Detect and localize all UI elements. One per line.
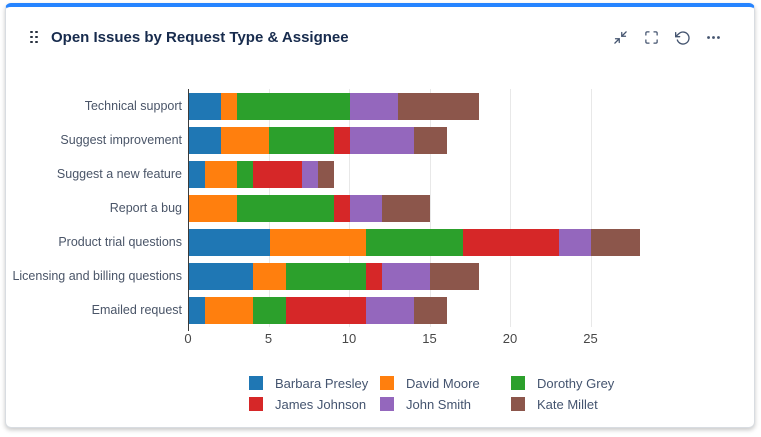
bar-segment-john-smith[interactable] (382, 262, 431, 290)
legend-label: James Johnson (275, 396, 367, 412)
legend-label: David Moore (406, 375, 480, 391)
bar-row (189, 262, 479, 290)
bar-segment-dorothy-grey[interactable] (237, 194, 334, 222)
bar-segment-dorothy-grey[interactable] (253, 296, 286, 324)
bar-segment-kate-millet[interactable] (414, 296, 447, 324)
legend-label: Barbara Presley (275, 375, 369, 391)
x-tick-label: 5 (264, 331, 273, 346)
bar-segment-james-johnson[interactable] (366, 262, 383, 290)
legend-swatch (380, 376, 394, 390)
category-label: Technical support (84, 99, 182, 113)
dashboard-gadget: Open Issues by Request Type & Assignee (5, 3, 755, 428)
bar-row (189, 194, 431, 222)
bar-segment-kate-millet[interactable] (591, 228, 640, 256)
x-tick-label: 20 (502, 331, 518, 346)
legend-item[interactable]: John Smith (380, 394, 511, 414)
bar-segment-david-moore[interactable] (253, 262, 286, 290)
legend-swatch (511, 397, 525, 411)
bar-row (189, 296, 447, 324)
bar-row (189, 228, 640, 256)
legend: Barbara Presley David Moore Dorothy Grey Ja… (249, 373, 614, 414)
more-options-icon (707, 36, 720, 39)
legend-swatch (380, 397, 394, 411)
legend-item[interactable]: James Johnson (249, 394, 380, 414)
bar-segment-john-smith[interactable] (366, 296, 415, 324)
bar-segment-james-johnson[interactable] (253, 160, 302, 188)
bar-segment-john-smith[interactable] (349, 126, 415, 154)
bar-segment-john-smith[interactable] (559, 228, 592, 256)
bar-segment-john-smith[interactable] (301, 160, 318, 188)
bar-segment-david-moore[interactable] (221, 126, 270, 154)
bar-segment-dorothy-grey[interactable] (237, 92, 350, 120)
x-tick-label: 25 (583, 331, 598, 346)
bar-row (189, 126, 447, 154)
bar-row (189, 160, 334, 188)
bar-segment-barbara-presley[interactable] (189, 126, 222, 154)
more-options-button[interactable] (703, 27, 724, 48)
gridline (590, 89, 592, 327)
bar-segment-james-johnson[interactable] (462, 228, 560, 256)
refresh-icon (674, 30, 690, 45)
minimize-icon (614, 31, 627, 44)
legend-swatch (249, 397, 263, 411)
x-tick-label: 15 (422, 331, 437, 346)
legend-item[interactable]: Kate Millet (511, 394, 614, 414)
x-tick-label: 0 (184, 331, 192, 346)
x-axis: 0 5 10 15 20 25 (184, 331, 649, 347)
bar-segment-david-moore[interactable] (221, 92, 238, 120)
bar-segment-barbara-presley[interactable] (189, 296, 206, 324)
bar-segment-barbara-presley[interactable] (189, 262, 254, 290)
category-label: Suggest improvement (60, 133, 182, 147)
bar-segment-dorothy-grey[interactable] (269, 126, 334, 154)
category-label: Report a bug (109, 201, 182, 215)
bar-segment-barbara-presley[interactable] (189, 228, 270, 256)
drag-handle-icon[interactable] (30, 30, 39, 45)
category-label: Suggest a new feature (56, 167, 182, 181)
legend-item[interactable]: Dorothy Grey (511, 373, 614, 393)
bar-segment-kate-millet[interactable] (430, 262, 479, 290)
gridline (510, 89, 511, 327)
legend-swatch (511, 376, 525, 390)
legend-label: Kate Millet (537, 396, 598, 412)
category-label: Emailed request (91, 303, 182, 317)
category-label: Product trial questions (58, 235, 182, 249)
bar-segment-dorothy-grey[interactable] (237, 160, 254, 188)
gadget-header: Open Issues by Request Type & Assignee (6, 7, 754, 48)
bar-segment-david-moore[interactable] (205, 160, 238, 188)
bar-segment-kate-millet[interactable] (317, 160, 334, 188)
minimize-button[interactable] (610, 27, 631, 48)
bar-segment-kate-millet[interactable] (398, 92, 479, 120)
legend-item[interactable]: Barbara Presley (249, 373, 380, 393)
plot-area: Technical support Suggest improvement Sugg… (12, 89, 649, 331)
gadget-title: Open Issues by Request Type & Assignee (51, 29, 349, 46)
bar-segment-david-moore[interactable] (189, 194, 238, 222)
category-label: Licensing and billing questions (12, 269, 182, 283)
bar-segment-dorothy-grey[interactable] (285, 262, 367, 290)
bar-row (189, 92, 479, 120)
legend-item[interactable]: David Moore (380, 373, 511, 393)
bar-segment-barbara-presley[interactable] (189, 160, 206, 188)
fullscreen-button[interactable] (641, 27, 662, 48)
bar-segment-john-smith[interactable] (349, 194, 383, 222)
bar-segment-david-moore[interactable] (205, 296, 254, 324)
header-actions (610, 27, 724, 48)
legend-label: John Smith (406, 396, 472, 412)
refresh-button[interactable] (672, 27, 693, 48)
bar-segment-kate-millet[interactable] (382, 194, 431, 222)
fullscreen-icon (645, 31, 658, 44)
bar-segment-james-johnson[interactable] (285, 296, 367, 324)
bar-segment-kate-millet[interactable] (414, 126, 447, 154)
legend-label: Dorothy Grey (537, 375, 615, 391)
bar-segment-james-johnson[interactable] (333, 126, 350, 154)
bar-segment-david-moore[interactable] (269, 228, 367, 256)
bar-segment-james-johnson[interactable] (333, 194, 350, 222)
bar-segment-john-smith[interactable] (349, 92, 399, 120)
legend-swatch (249, 376, 263, 390)
bar-segment-barbara-presley[interactable] (189, 92, 222, 120)
x-tick-label: 10 (341, 331, 357, 346)
bar-segment-dorothy-grey[interactable] (366, 228, 463, 256)
